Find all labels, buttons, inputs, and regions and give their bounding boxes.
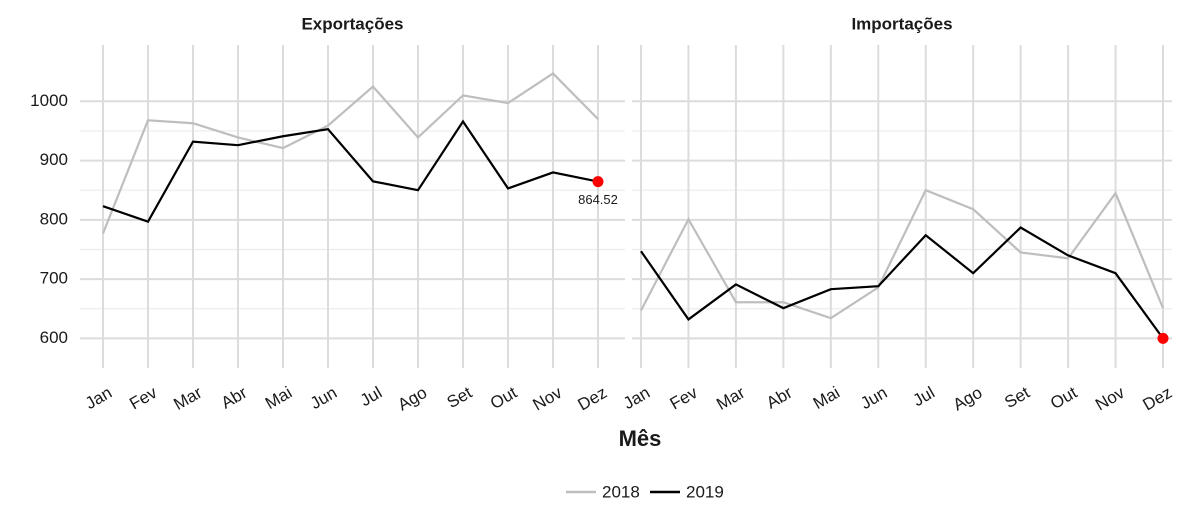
x-tick-label: Fev <box>667 383 701 414</box>
legend-label: 2019 <box>686 482 724 501</box>
legend-label: 2018 <box>602 482 640 501</box>
x-tick-label: Jul <box>910 383 938 410</box>
x-tick-label: Mai <box>810 383 843 413</box>
x-tick-label: Abr <box>218 383 251 413</box>
y-tick-label: 900 <box>40 150 68 169</box>
x-tick-label: Jan <box>620 383 653 413</box>
x-tick-label: Set <box>1001 383 1033 412</box>
x-tick-label: Out <box>487 383 520 413</box>
series-line <box>640 188 1165 320</box>
x-tick-label: Abr <box>763 383 796 413</box>
x-tick-label: Ago <box>395 383 431 415</box>
x-tick-label: Dez <box>575 383 611 415</box>
y-tick-label: 700 <box>40 269 68 288</box>
series-line <box>102 119 599 223</box>
x-tick-label: Jul <box>357 383 385 410</box>
series-line <box>101 72 599 234</box>
y-tick-label: 1000 <box>30 91 68 110</box>
x-tick-label: Dez <box>1140 383 1176 415</box>
x-axis-label: Mês <box>619 426 662 451</box>
x-tick-label: Nov <box>530 383 566 415</box>
x-tick-label: Jun <box>857 383 890 413</box>
y-tick-label: 600 <box>40 328 68 347</box>
x-tick-label: Set <box>444 383 476 412</box>
x-tick-label: Jun <box>307 383 340 413</box>
x-tick-label: Nov <box>1092 383 1128 415</box>
highlight-point <box>1157 332 1169 344</box>
series-line <box>640 226 1164 340</box>
value-label: 864.52 <box>578 192 618 207</box>
highlight-point <box>592 176 604 188</box>
panel-title: Importações <box>851 14 952 33</box>
x-tick-label: Fev <box>126 383 160 414</box>
x-tick-label: Mar <box>713 383 748 414</box>
y-tick-label: 800 <box>40 209 68 228</box>
x-tick-label: Out <box>1047 383 1080 413</box>
panel-title: Exportações <box>301 14 403 33</box>
x-tick-label: Ago <box>950 383 986 415</box>
x-tick-label: Mar <box>170 383 205 414</box>
x-tick-label: Mai <box>262 383 295 413</box>
x-tick-label: Jan <box>82 383 115 413</box>
